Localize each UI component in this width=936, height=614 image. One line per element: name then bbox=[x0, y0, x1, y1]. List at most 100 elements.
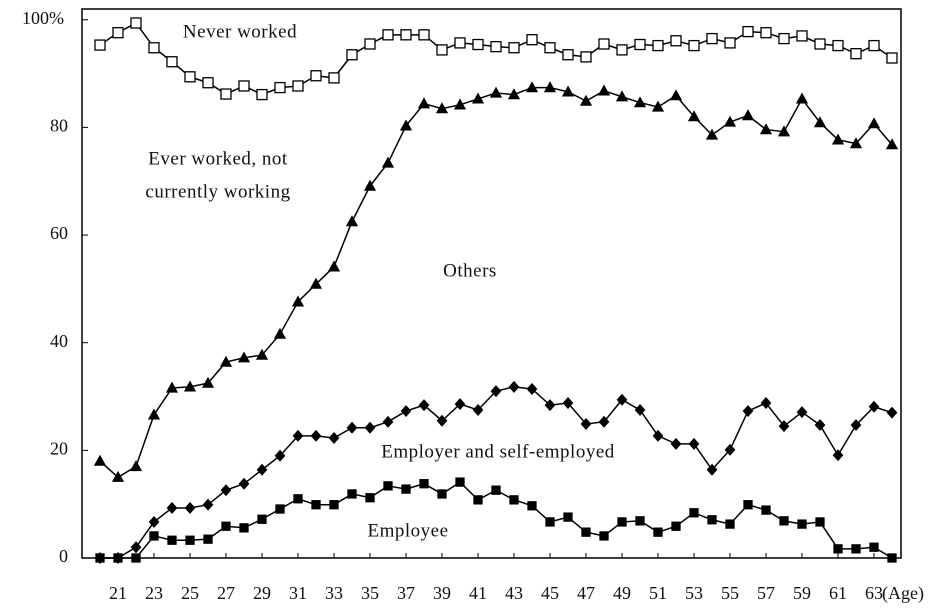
marker bbox=[130, 17, 142, 29]
marker bbox=[795, 92, 809, 104]
annotation: currently working bbox=[145, 181, 290, 202]
marker bbox=[725, 519, 735, 529]
marker bbox=[833, 544, 843, 554]
marker bbox=[490, 385, 502, 398]
marker bbox=[417, 97, 431, 109]
marker bbox=[201, 376, 215, 388]
marker bbox=[634, 38, 646, 51]
annotation: Never worked bbox=[183, 21, 297, 42]
marker bbox=[184, 71, 196, 83]
marker bbox=[237, 351, 251, 363]
marker bbox=[219, 355, 233, 367]
marker bbox=[743, 500, 753, 510]
marker bbox=[455, 477, 465, 487]
marker bbox=[887, 553, 897, 563]
marker bbox=[292, 429, 304, 442]
marker bbox=[509, 495, 519, 505]
marker bbox=[670, 35, 682, 47]
marker bbox=[147, 408, 161, 420]
marker bbox=[886, 406, 898, 419]
x-tick-label: 43 bbox=[505, 583, 523, 603]
marker bbox=[185, 535, 195, 545]
marker bbox=[580, 418, 592, 430]
marker bbox=[203, 534, 213, 544]
marker bbox=[454, 398, 466, 411]
x-tick-label: 51 bbox=[649, 583, 667, 603]
marker bbox=[723, 115, 737, 127]
marker bbox=[761, 505, 771, 515]
marker bbox=[849, 137, 863, 149]
marker bbox=[742, 405, 754, 418]
marker bbox=[796, 406, 808, 419]
marker bbox=[705, 128, 719, 140]
marker bbox=[291, 295, 305, 307]
marker bbox=[562, 397, 574, 409]
marker bbox=[777, 125, 791, 137]
x-tick-label: 39 bbox=[433, 583, 451, 603]
marker bbox=[129, 460, 143, 472]
marker bbox=[688, 437, 700, 450]
marker bbox=[436, 44, 448, 56]
marker bbox=[239, 523, 249, 533]
marker bbox=[310, 70, 322, 82]
marker bbox=[669, 89, 683, 101]
marker bbox=[382, 415, 394, 428]
marker bbox=[113, 553, 123, 563]
marker bbox=[652, 429, 664, 442]
x-tick-label: 41 bbox=[469, 583, 487, 603]
annotation: Employer and self-employed bbox=[381, 441, 615, 462]
marker bbox=[346, 49, 358, 61]
marker bbox=[149, 531, 159, 541]
marker bbox=[634, 404, 646, 416]
marker bbox=[401, 484, 411, 494]
marker bbox=[166, 56, 178, 68]
marker bbox=[221, 521, 231, 531]
marker bbox=[437, 489, 447, 499]
y-tick-label: 60 bbox=[50, 223, 68, 243]
marker bbox=[309, 277, 323, 289]
marker bbox=[543, 81, 557, 93]
marker bbox=[292, 80, 304, 92]
x-tick-label: 63 bbox=[865, 583, 883, 603]
marker bbox=[760, 27, 772, 39]
marker bbox=[545, 517, 555, 527]
marker bbox=[383, 481, 393, 491]
marker bbox=[257, 514, 267, 524]
annotation: Ever worked, not bbox=[148, 148, 288, 169]
marker bbox=[617, 517, 627, 527]
marker bbox=[274, 81, 286, 94]
marker bbox=[184, 501, 196, 514]
marker bbox=[706, 463, 718, 476]
marker bbox=[869, 542, 879, 552]
x-tick-label: 21 bbox=[109, 583, 127, 603]
marker bbox=[562, 49, 574, 61]
marker bbox=[381, 156, 395, 168]
x-tick-label: 61 bbox=[829, 583, 847, 603]
marker bbox=[525, 81, 539, 93]
marker bbox=[580, 51, 592, 63]
marker bbox=[220, 88, 232, 100]
marker bbox=[329, 500, 339, 510]
marker bbox=[867, 117, 881, 129]
marker bbox=[868, 400, 880, 413]
x-tick-label: 27 bbox=[217, 583, 235, 603]
marker bbox=[651, 100, 665, 112]
marker bbox=[275, 504, 285, 514]
marker bbox=[526, 383, 538, 395]
marker bbox=[599, 531, 609, 541]
marker bbox=[653, 527, 663, 537]
marker bbox=[760, 397, 772, 409]
x-axis-label: (Age) bbox=[882, 583, 924, 604]
marker bbox=[400, 29, 412, 41]
marker bbox=[399, 119, 413, 131]
marker bbox=[797, 519, 807, 529]
marker bbox=[328, 72, 340, 84]
marker bbox=[742, 25, 754, 38]
marker bbox=[687, 110, 701, 122]
marker bbox=[454, 37, 466, 49]
y-tick-label: 40 bbox=[50, 331, 68, 351]
marker bbox=[293, 494, 303, 504]
marker bbox=[419, 479, 429, 489]
marker bbox=[238, 477, 250, 490]
marker bbox=[635, 516, 645, 526]
